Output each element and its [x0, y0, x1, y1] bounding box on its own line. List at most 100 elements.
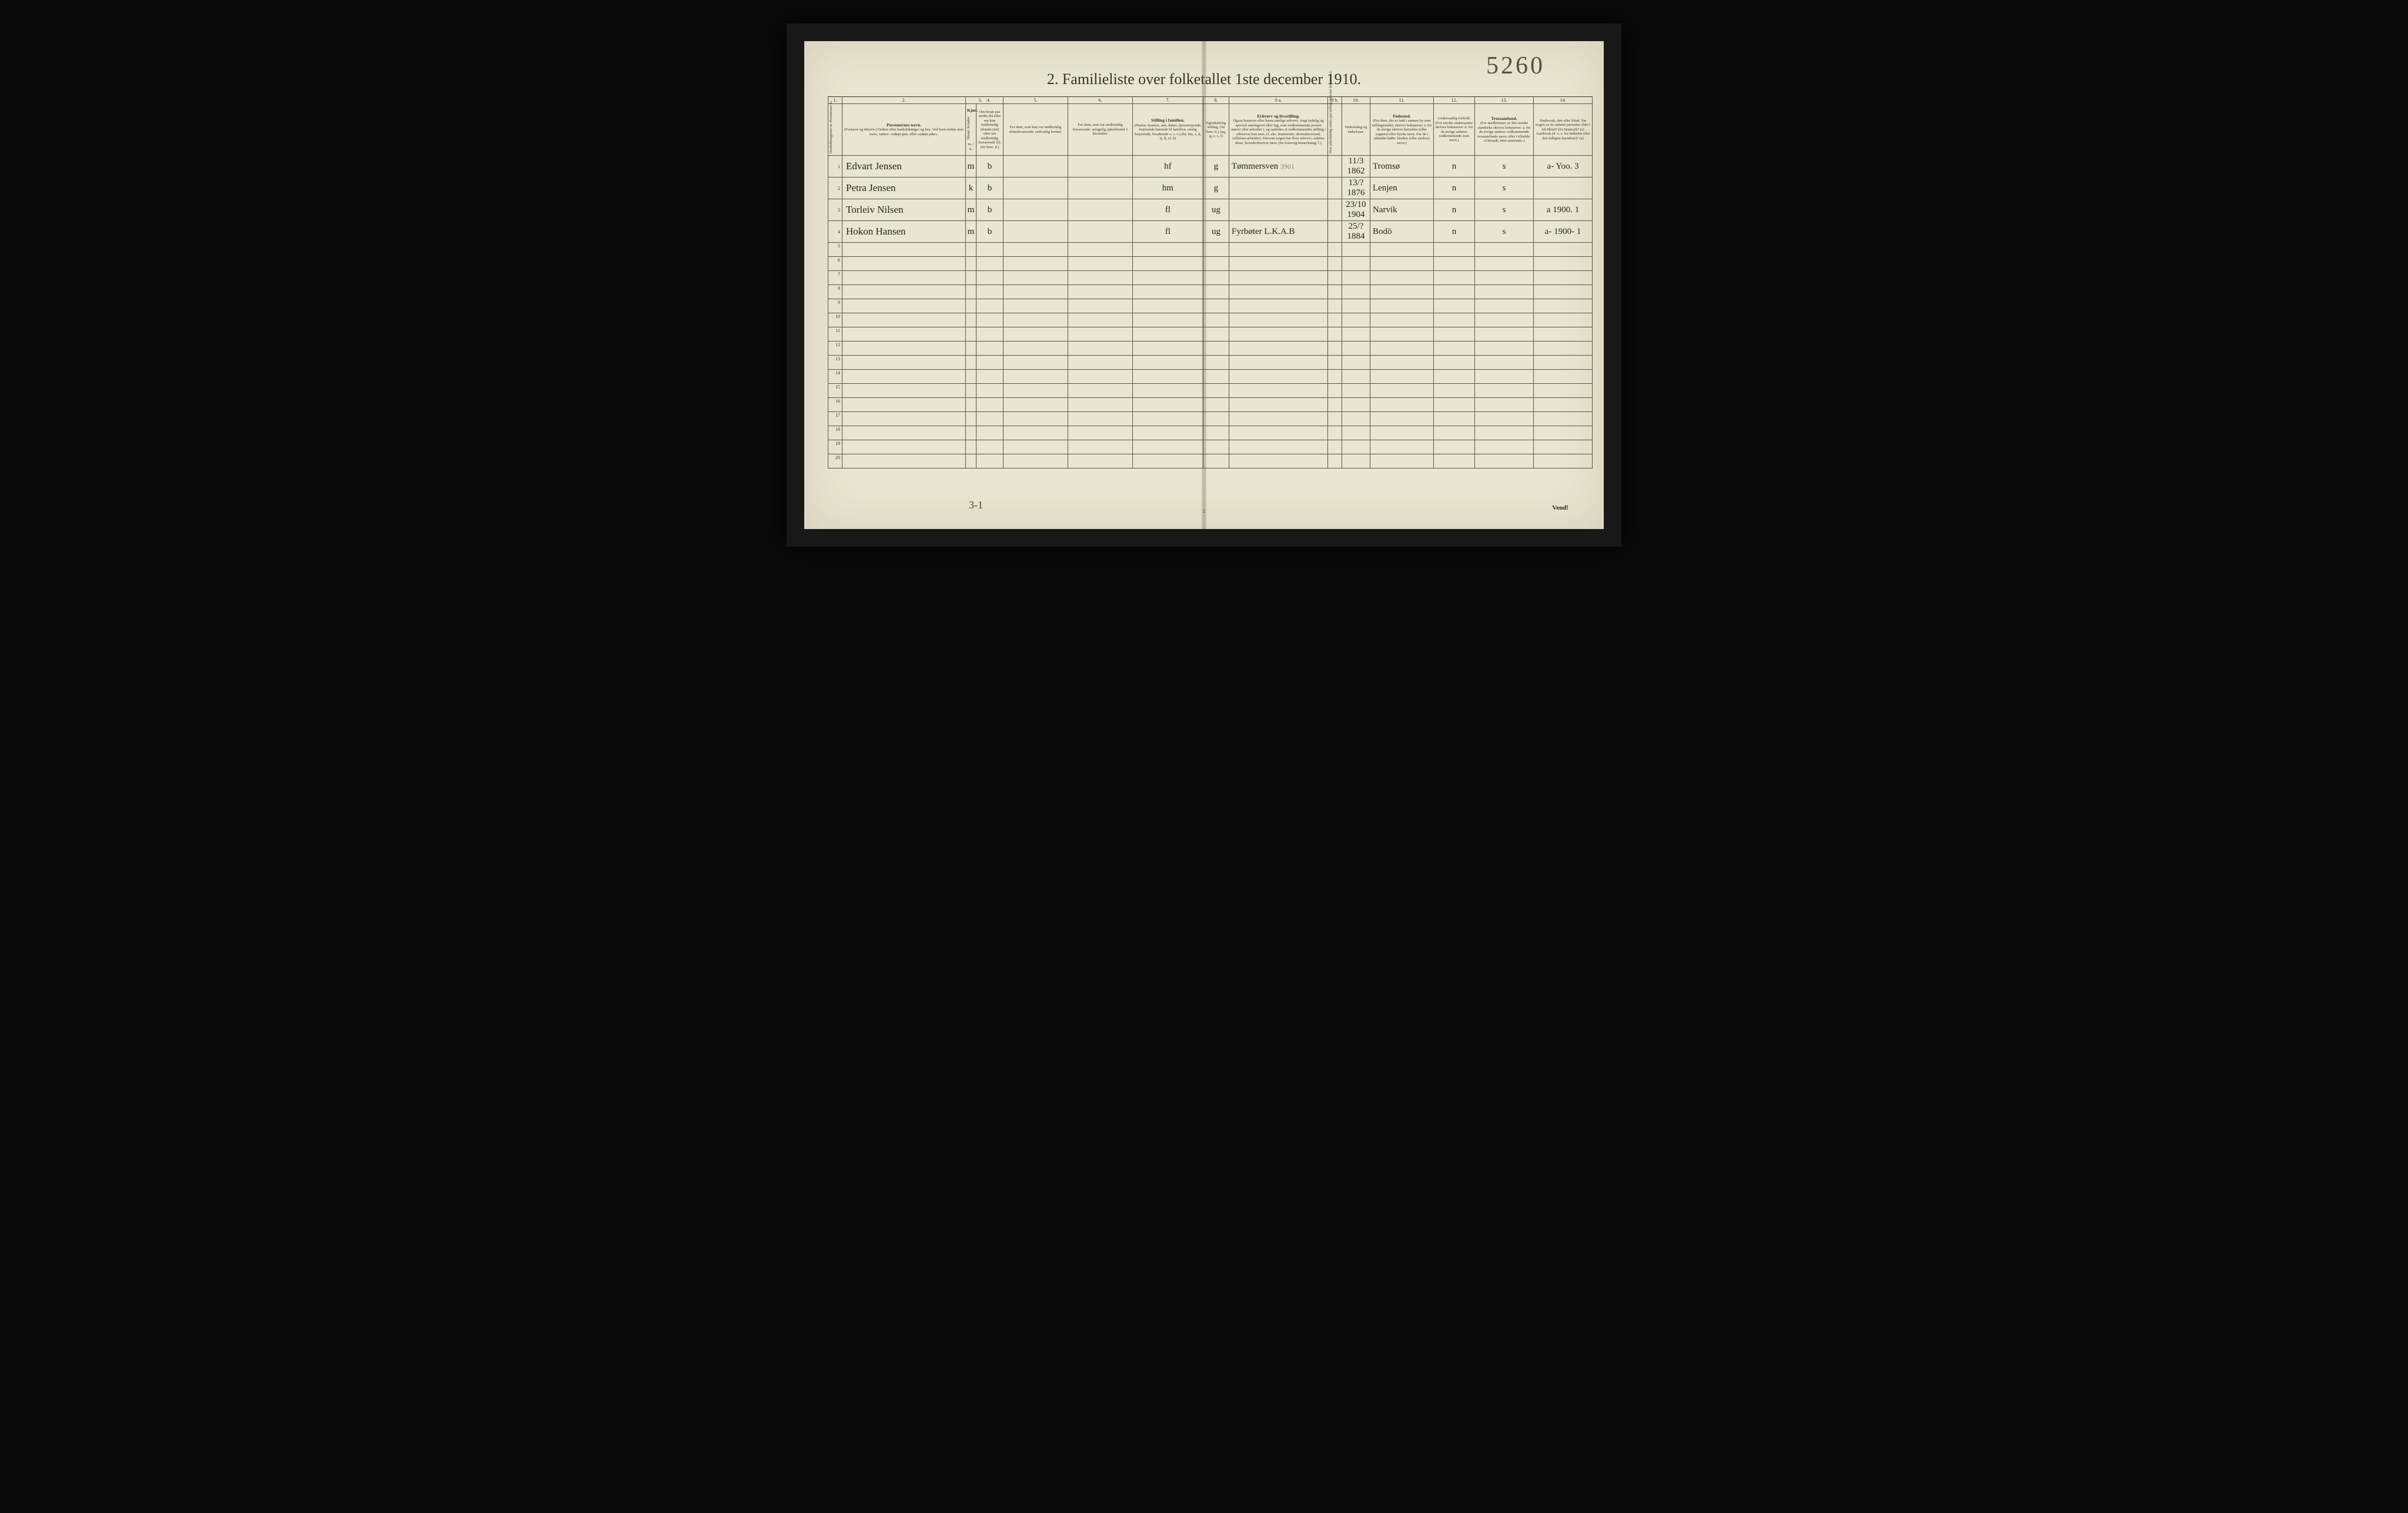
empty-cell: [1434, 271, 1475, 285]
hdr-5: For dem, som kun var midlertidig tilsted…: [1004, 104, 1068, 156]
footer-page-number: 2: [1203, 508, 1205, 514]
empty-cell: [966, 271, 976, 285]
cell-unemployed: [1328, 199, 1342, 221]
hdr-11: Fødested.(For dem, der er født i samme b…: [1370, 104, 1434, 156]
empty-cell: [1203, 299, 1229, 313]
empty-cell: [1068, 440, 1133, 454]
hdr-9b: Hvis arbeidsledig sættes paa tællingstid…: [1328, 104, 1342, 156]
cell-marital: ug: [1203, 221, 1229, 243]
cell-marital: g: [1203, 178, 1229, 199]
empty-cell: [1203, 412, 1229, 426]
empty-cell: [1475, 426, 1534, 440]
row-number: 2: [828, 178, 842, 199]
cell-residence: b: [976, 178, 1004, 199]
empty-cell: [1370, 412, 1434, 426]
empty-cell: [1434, 384, 1475, 398]
empty-cell: [1328, 370, 1342, 384]
hdr-8: Egteskabelig stilling. (Se bem. 6.) (ug,…: [1203, 104, 1229, 156]
cell-nationality: n: [1434, 156, 1475, 178]
empty-cell: [1068, 271, 1133, 285]
empty-cell: [1534, 299, 1593, 313]
empty-cell: [1370, 342, 1434, 356]
colnum-5: 5.: [1004, 97, 1068, 104]
colnum-10: 10.: [1342, 97, 1370, 104]
cell-unemployed: [1328, 221, 1342, 243]
empty-cell: [1004, 271, 1068, 285]
empty-cell: [1133, 257, 1203, 271]
table-row-empty: 19: [828, 440, 1593, 454]
cell-religion: s: [1475, 199, 1534, 221]
empty-cell: [1475, 271, 1534, 285]
empty-cell: [976, 412, 1004, 426]
cell-birthplace: Tromsø: [1370, 156, 1434, 178]
empty-cell: [1229, 313, 1328, 327]
empty-cell: [1133, 440, 1203, 454]
empty-cell: [842, 327, 966, 342]
empty-cell: [1229, 257, 1328, 271]
empty-cell: [1004, 384, 1068, 398]
cell-sex: m: [966, 221, 976, 243]
empty-cell: [1229, 285, 1328, 299]
hdr-14: Sindssvak, døv eller blind. Var nogen av…: [1534, 104, 1593, 156]
row-number: 19: [828, 440, 842, 454]
empty-cell: [1342, 299, 1370, 313]
empty-cell: [976, 285, 1004, 299]
empty-cell: [1068, 426, 1133, 440]
hdr-3: Kjøn.Mænd. Kvinder.m. | k.: [966, 104, 976, 156]
empty-cell: [1004, 398, 1068, 412]
empty-cell: [842, 398, 966, 412]
empty-cell: [1328, 454, 1342, 468]
cell-c6: [1068, 221, 1133, 243]
row-number: 14: [828, 370, 842, 384]
empty-cell: [1434, 327, 1475, 342]
empty-cell: [1534, 384, 1593, 398]
empty-cell: [1342, 243, 1370, 257]
empty-cell: [1229, 271, 1328, 285]
empty-cell: [1342, 356, 1370, 370]
empty-cell: [1434, 285, 1475, 299]
empty-cell: [966, 299, 976, 313]
hdr-7: Stilling i familien.(Husfar, husmor, søn…: [1133, 104, 1203, 156]
cell-unemployed: [1328, 178, 1342, 199]
row-number: 10: [828, 313, 842, 327]
census-table: 1. 2. 3. 4. 5. 6. 7. 8. 9 a. 9 b. 10. 11…: [828, 96, 1593, 468]
empty-cell: [1328, 384, 1342, 398]
empty-cell: [842, 313, 966, 327]
empty-cell: [1342, 327, 1370, 342]
empty-cell: [966, 327, 976, 342]
table-row-empty: 8: [828, 285, 1593, 299]
empty-cell: [966, 243, 976, 257]
empty-cell: [966, 412, 976, 426]
table-row-empty: 14: [828, 370, 1593, 384]
empty-cell: [842, 440, 966, 454]
empty-cell: [1068, 257, 1133, 271]
empty-cell: [1534, 257, 1593, 271]
colnum-12: 12.: [1434, 97, 1475, 104]
empty-cell: [1004, 454, 1068, 468]
cell-disability: a 1900. 1: [1534, 199, 1593, 221]
empty-cell: [976, 398, 1004, 412]
footer-handwritten-left: 3-1: [969, 499, 983, 511]
handwritten-page-number: 5260: [1486, 52, 1545, 80]
page-title: 2. Familieliste over folketallet 1ste de…: [828, 71, 1580, 88]
empty-cell: [1203, 398, 1229, 412]
empty-cell: [1203, 440, 1229, 454]
empty-cell: [1370, 384, 1434, 398]
cell-birthdate: 11/3 1862: [1342, 156, 1370, 178]
empty-cell: [842, 243, 966, 257]
empty-cell: [976, 327, 1004, 342]
empty-cell: [1229, 426, 1328, 440]
empty-cell: [976, 440, 1004, 454]
empty-cell: [1328, 327, 1342, 342]
empty-cell: [842, 356, 966, 370]
cell-family-position: fl: [1133, 199, 1203, 221]
empty-cell: [1203, 257, 1229, 271]
empty-cell: [1004, 243, 1068, 257]
empty-cell: [1434, 243, 1475, 257]
cell-birthplace: Bodö: [1370, 221, 1434, 243]
empty-cell: [1534, 342, 1593, 356]
colnum-2: 2.: [842, 97, 966, 104]
empty-cell: [1434, 412, 1475, 426]
column-header-row: Husholdningernes nr. Personernes nr. Per…: [828, 104, 1593, 156]
empty-cell: [1004, 440, 1068, 454]
